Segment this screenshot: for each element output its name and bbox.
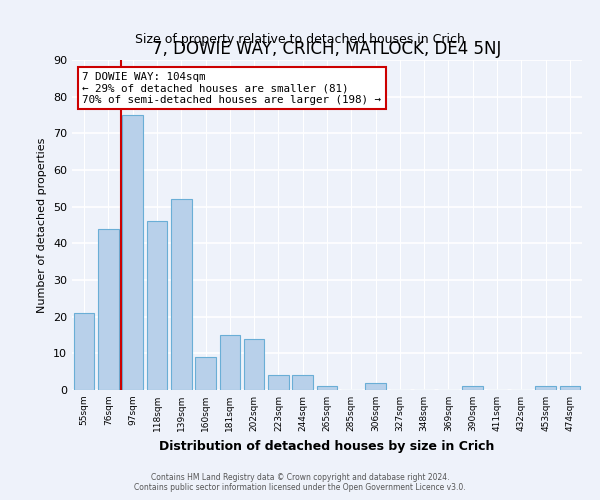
- Text: 7 DOWIE WAY: 104sqm
← 29% of detached houses are smaller (81)
70% of semi-detach: 7 DOWIE WAY: 104sqm ← 29% of detached ho…: [82, 72, 381, 105]
- Text: Size of property relative to detached houses in Crich: Size of property relative to detached ho…: [135, 32, 465, 46]
- Bar: [292, 376, 313, 390]
- Title: 7, DOWIE WAY, CRICH, MATLOCK, DE4 5NJ: 7, DOWIE WAY, CRICH, MATLOCK, DE4 5NJ: [152, 40, 502, 58]
- Bar: [122, 115, 143, 390]
- Bar: [463, 386, 483, 390]
- Bar: [171, 200, 191, 390]
- Bar: [146, 222, 167, 390]
- Bar: [220, 335, 240, 390]
- X-axis label: Distribution of detached houses by size in Crich: Distribution of detached houses by size …: [160, 440, 494, 452]
- Bar: [535, 386, 556, 390]
- Y-axis label: Number of detached properties: Number of detached properties: [37, 138, 47, 312]
- Bar: [98, 228, 119, 390]
- Bar: [195, 357, 216, 390]
- Bar: [74, 313, 94, 390]
- Bar: [244, 338, 265, 390]
- Bar: [317, 386, 337, 390]
- Bar: [365, 382, 386, 390]
- Text: Contains HM Land Registry data © Crown copyright and database right 2024.
Contai: Contains HM Land Registry data © Crown c…: [134, 473, 466, 492]
- Bar: [268, 376, 289, 390]
- Bar: [560, 386, 580, 390]
